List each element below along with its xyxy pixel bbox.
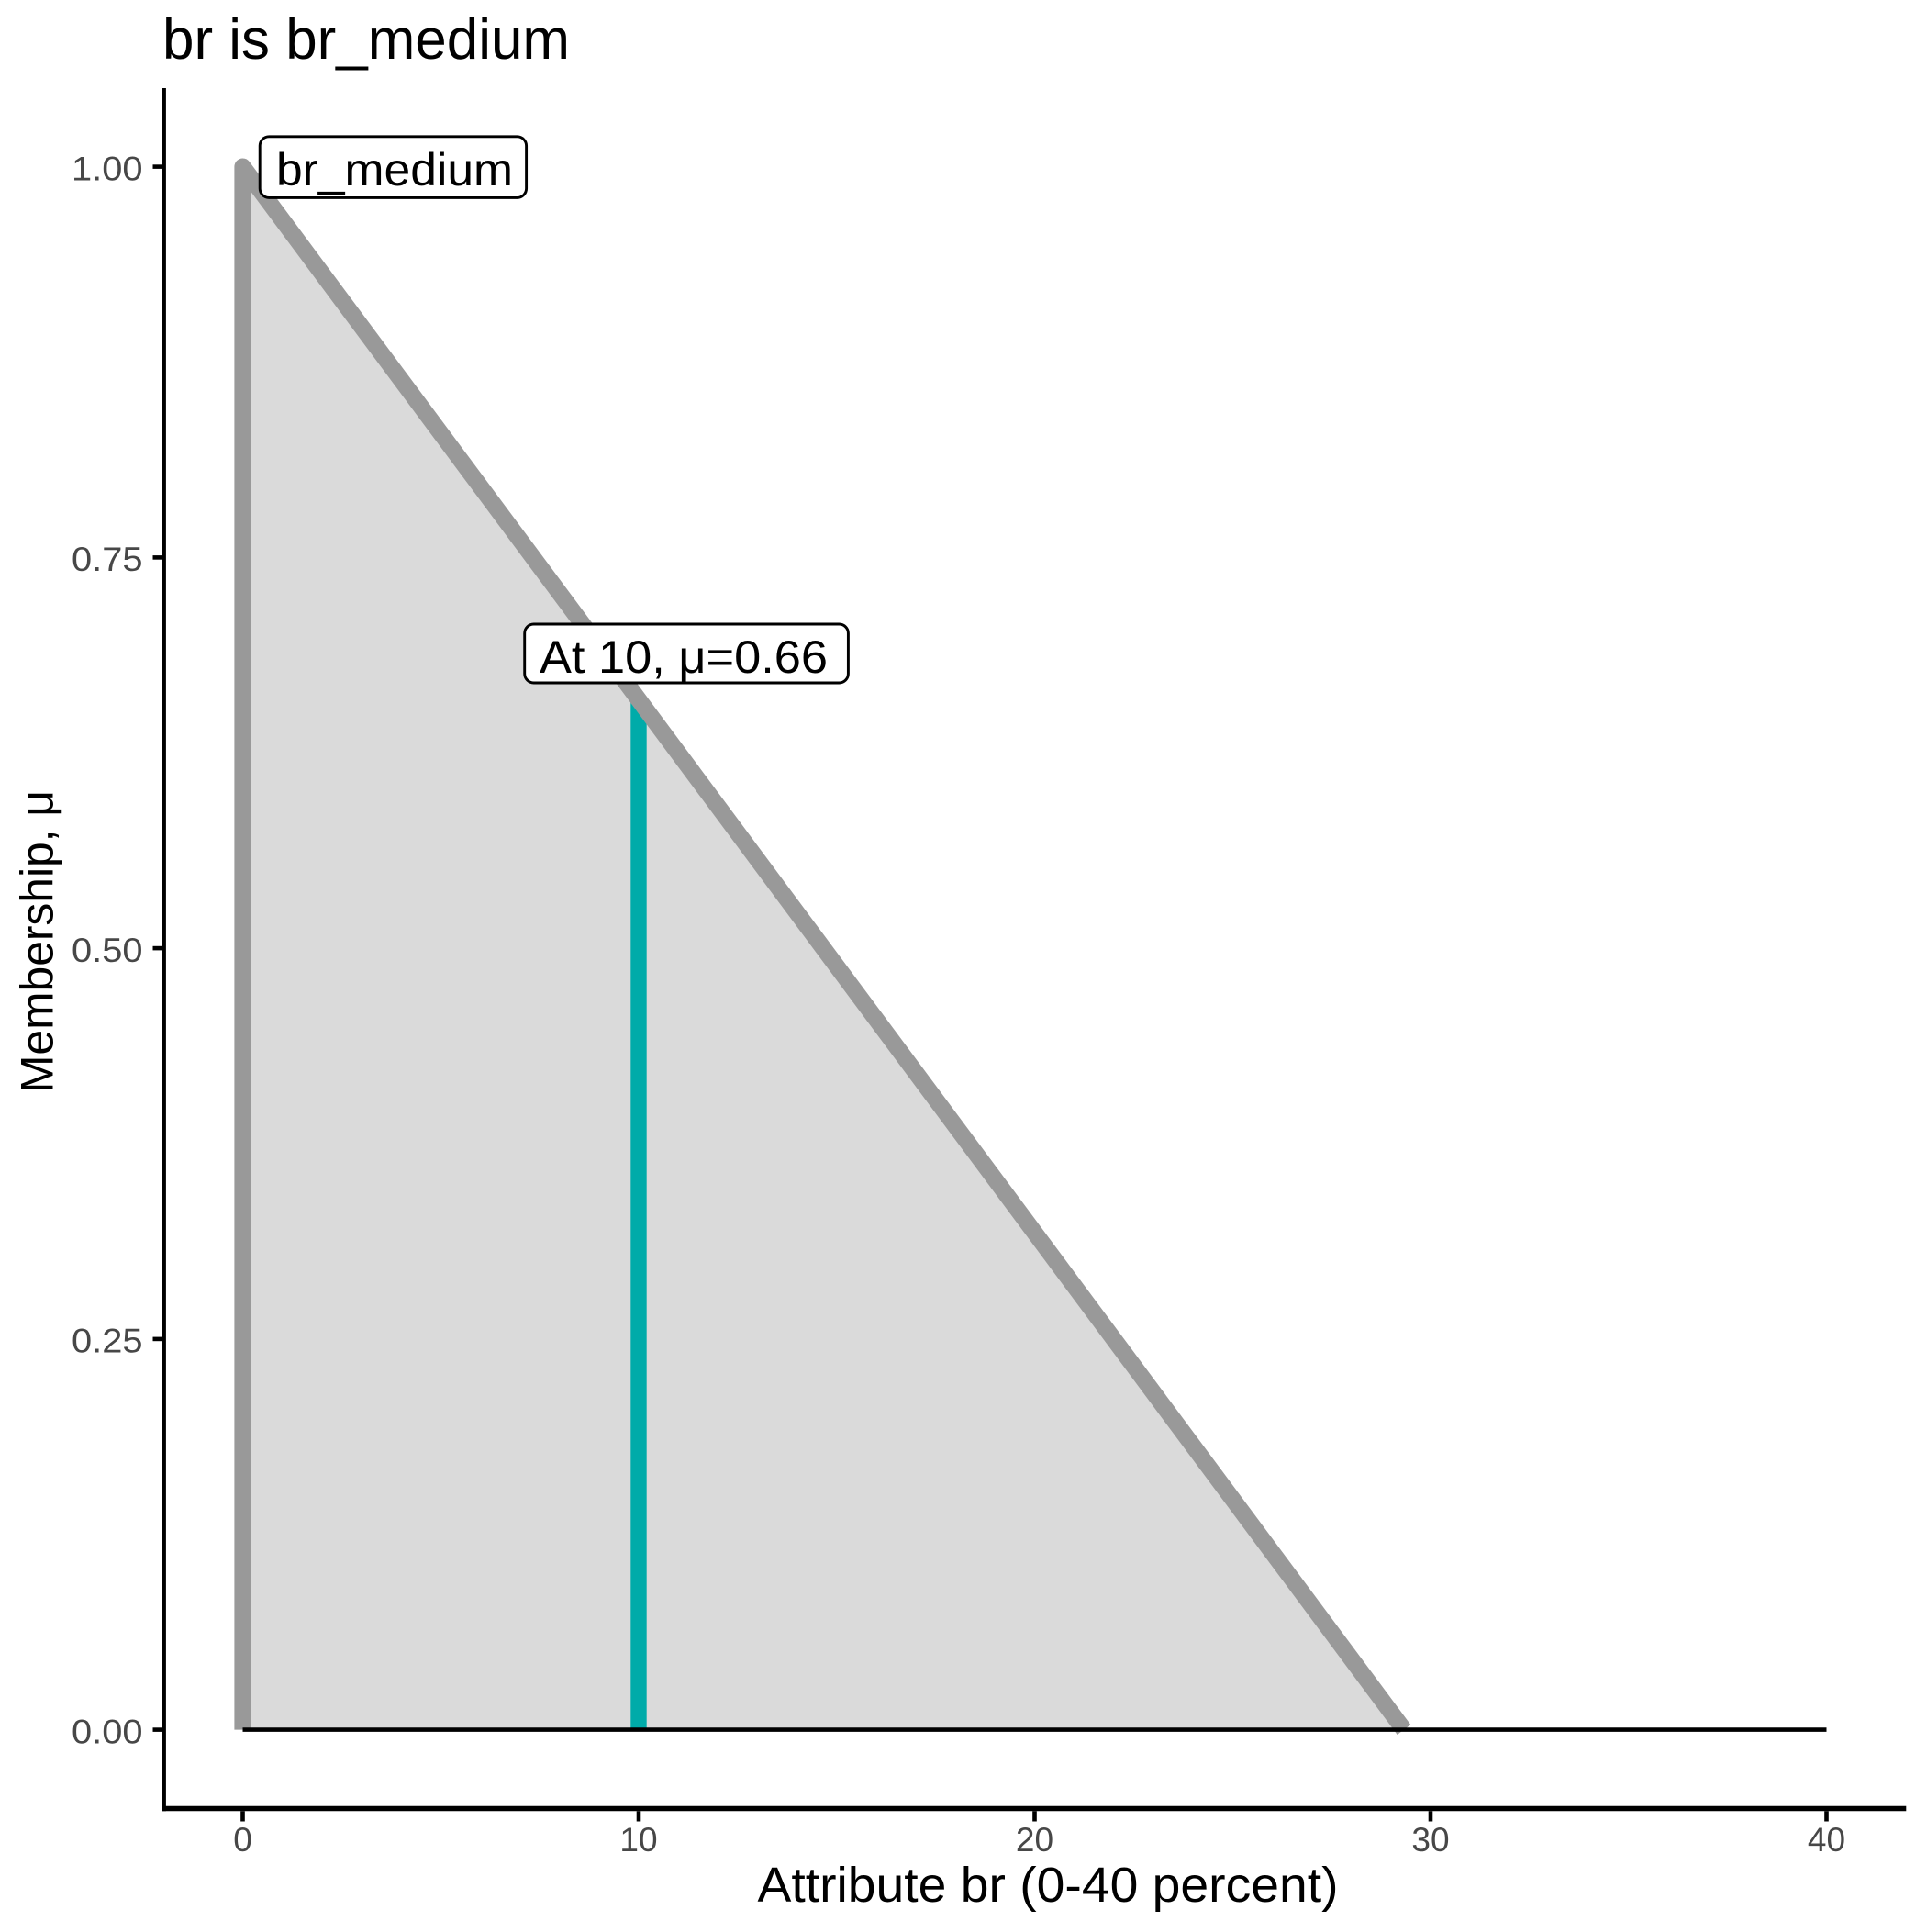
svg-text:br is br_medium: br is br_medium: [162, 8, 570, 72]
svg-text:0.00: 0.00: [72, 1713, 143, 1750]
svg-text:Membership, μ: Membership, μ: [12, 790, 63, 1093]
svg-text:br_medium: br_medium: [276, 144, 513, 195]
svg-text:At 10, μ=0.66: At 10, μ=0.66: [540, 631, 828, 683]
svg-text:20: 20: [1016, 1821, 1053, 1859]
svg-text:40: 40: [1808, 1821, 1845, 1859]
svg-text:0.50: 0.50: [72, 932, 143, 969]
svg-text:0.75: 0.75: [72, 541, 143, 578]
svg-text:0: 0: [233, 1821, 252, 1859]
svg-text:0.25: 0.25: [72, 1323, 143, 1360]
svg-text:Attribute br (0-40 percent): Attribute br (0-40 percent): [758, 1858, 1339, 1913]
svg-text:1.00: 1.00: [72, 150, 143, 187]
svg-text:30: 30: [1411, 1821, 1449, 1859]
svg-text:10: 10: [619, 1821, 657, 1859]
